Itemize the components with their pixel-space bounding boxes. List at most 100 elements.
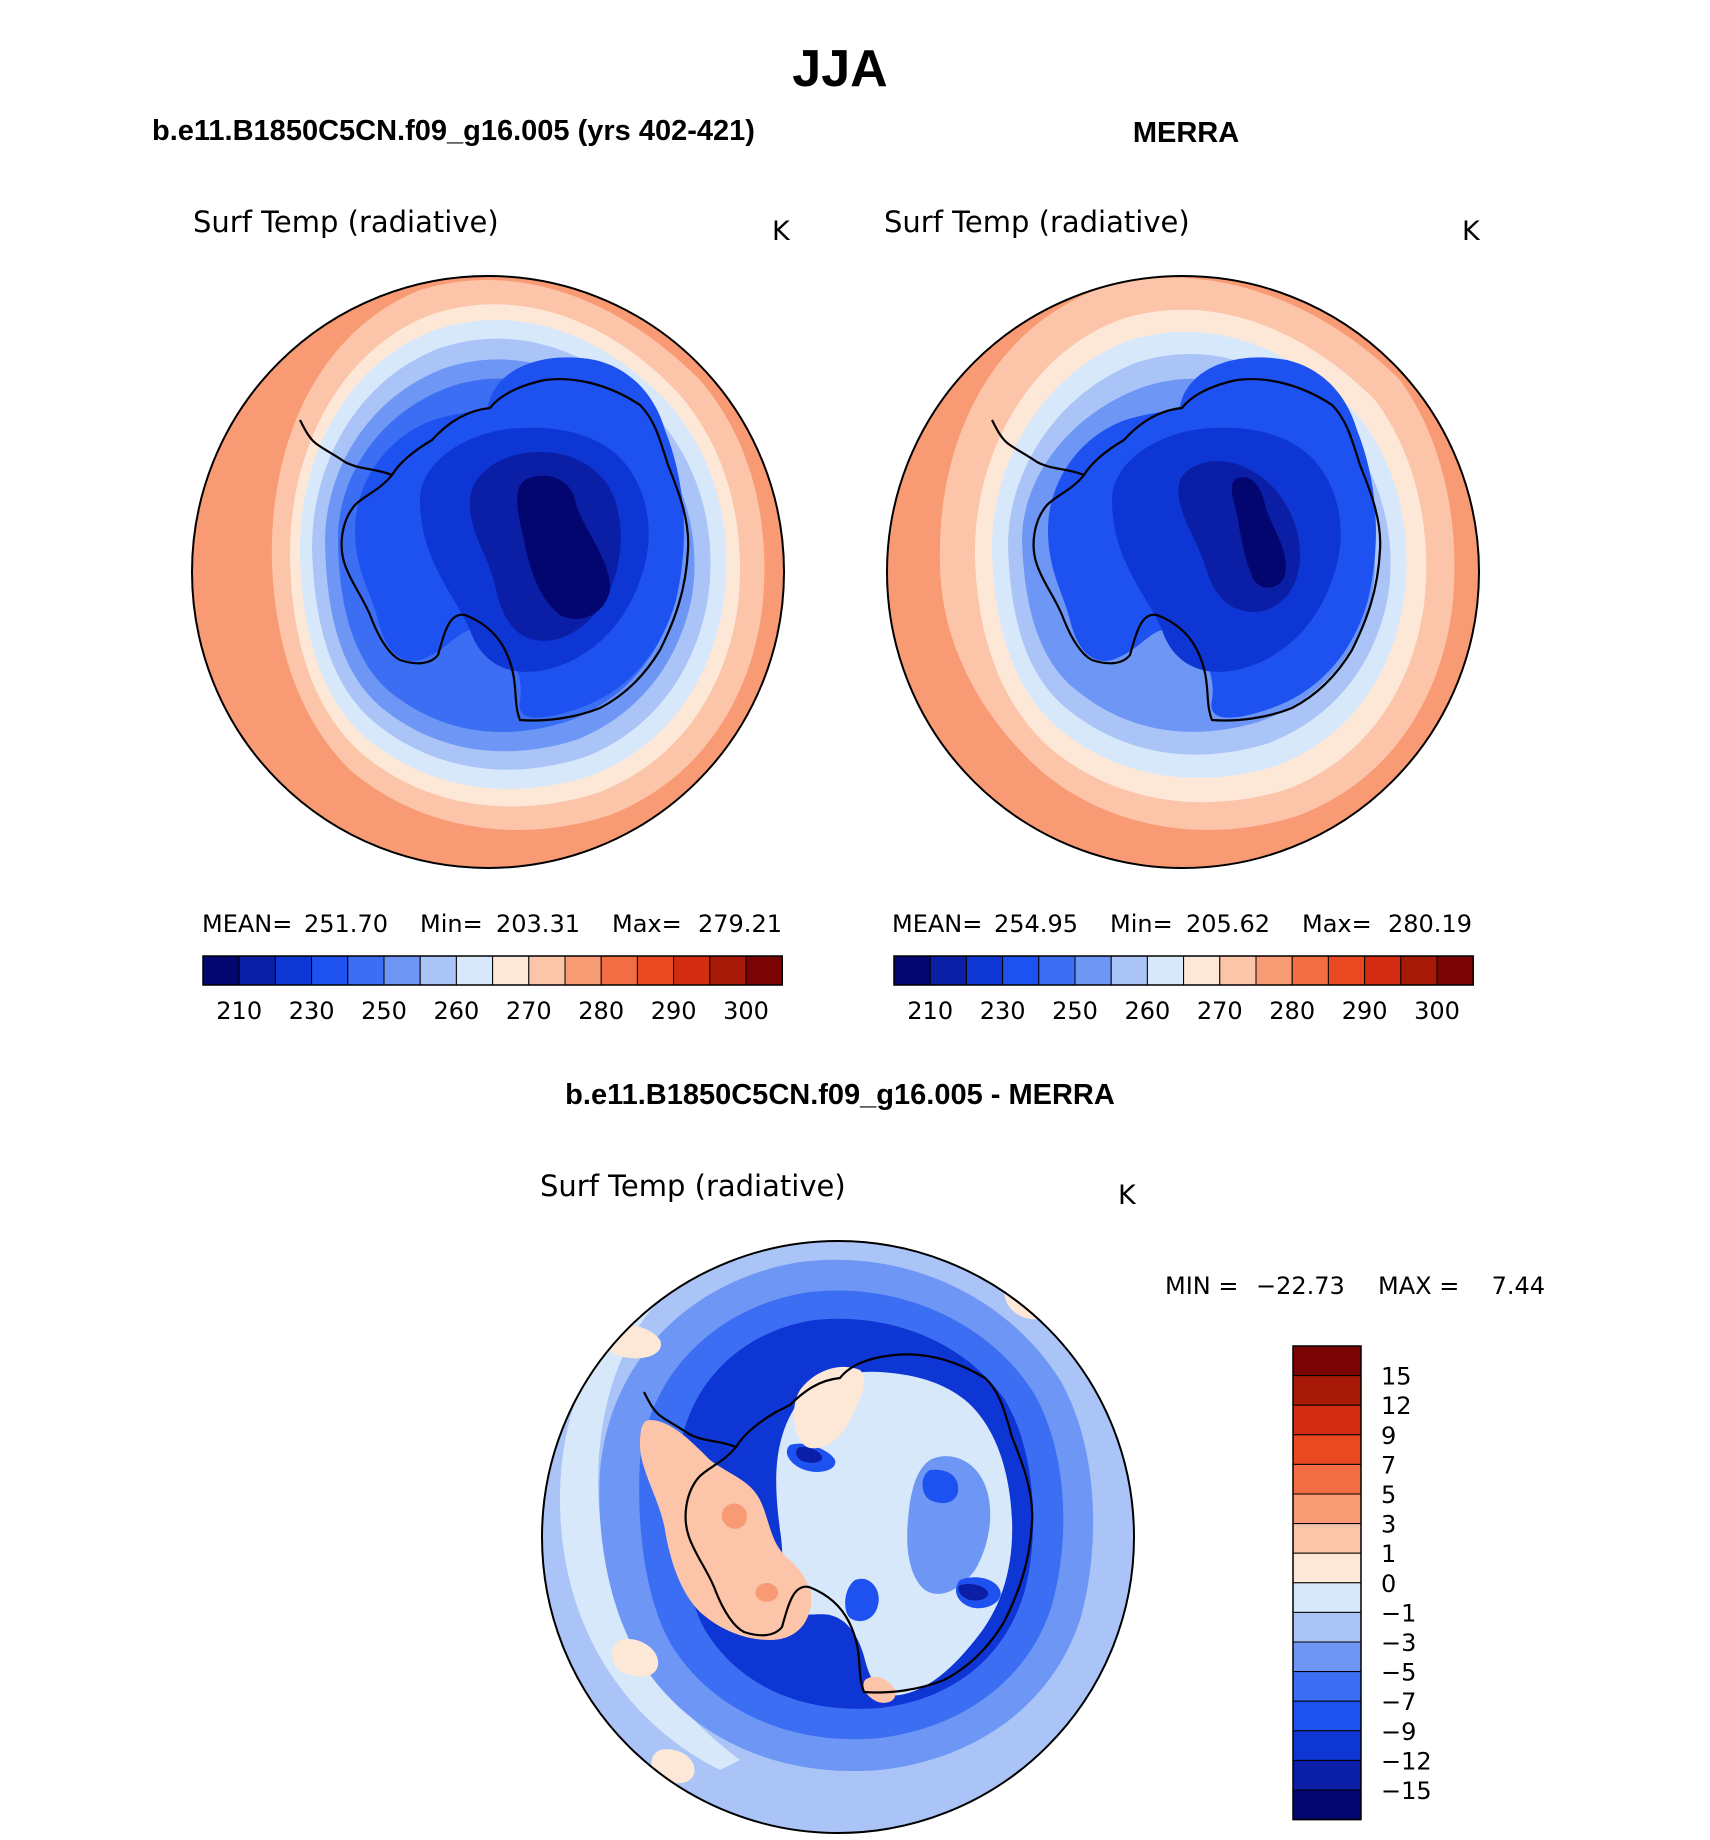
colorbar-swatch — [202, 955, 240, 986]
colorbar-tick-label: 12 — [1381, 1392, 1412, 1420]
colorbar-frame — [202, 955, 783, 986]
colorbar-tick-label: 290 — [1342, 997, 1388, 1025]
obs-mean-label: MEAN= — [892, 910, 982, 938]
colorbar-swatch — [636, 955, 675, 986]
colorbar-tick-label: −15 — [1381, 1777, 1432, 1805]
map-zone — [888, 370, 1004, 770]
colorbar-tick-label: 280 — [1269, 997, 1315, 1025]
model-colorbar: 210 230 250 260 270 280 290 300 — [202, 955, 783, 1025]
diff-min-value: −22.73 — [1256, 1272, 1345, 1300]
colorbar-swatch — [1183, 955, 1221, 986]
map-zone — [786, 1443, 1001, 1622]
colorbar-swatch — [1292, 1345, 1362, 1377]
obs-variable-label: Surf Temp (radiative) — [884, 205, 1190, 239]
diff-max-value: 7.44 — [1492, 1272, 1545, 1300]
antarctica-coastline — [299, 377, 690, 722]
colorbar-swatch — [600, 955, 638, 986]
model-mean-value: 251.70 — [304, 910, 388, 938]
colorbar-tick-label: 5 — [1381, 1481, 1396, 1509]
obs-map-panel: Surf Temp (radiative) K MEAN= 254.95 Min… — [884, 205, 1481, 1025]
map-zone — [517, 475, 611, 619]
colorbar-frame — [1292, 1345, 1362, 1821]
map-zone — [796, 1446, 989, 1601]
map-zone — [776, 1371, 1013, 1696]
colorbar-swatch — [1074, 955, 1112, 986]
model-map-panel: Surf Temp (radiative) K MEAN= 251.70 Min… — [191, 205, 791, 1025]
colorbar-swatch — [1292, 1493, 1362, 1525]
obs-colorbar: 210 230 250 260 270 280 290 300 — [893, 955, 1474, 1025]
colorbar-tick-label: −5 — [1381, 1659, 1416, 1687]
obs-max-value: 280.19 — [1388, 910, 1472, 938]
colorbar-swatch — [347, 955, 385, 986]
colorbar-tick-label: 270 — [506, 997, 552, 1025]
map-zone — [598, 1282, 1063, 1784]
map-zone — [560, 1280, 740, 1770]
colorbar-tick-label: 3 — [1381, 1511, 1396, 1539]
colorbar-swatch — [1219, 955, 1257, 986]
diff-map — [542, 1241, 1134, 1833]
colorbar-swatch — [1292, 1759, 1362, 1791]
colorbar-swatch — [1400, 955, 1438, 986]
diff-max-label: MAX = — [1378, 1272, 1459, 1300]
colorbar-swatch — [1146, 955, 1185, 986]
colorbar-tick-label: 270 — [1197, 997, 1243, 1025]
colorbar-swatch — [1291, 955, 1329, 986]
colorbar-swatch — [1292, 1463, 1362, 1495]
diff-panel-title: b.e11.B1850C5CN.f09_g16.005 - MERRA — [565, 1079, 1115, 1111]
colorbar-tick-label: 290 — [651, 997, 697, 1025]
obs-map — [887, 276, 1479, 868]
colorbar-tick-label: 300 — [723, 997, 769, 1025]
colorbar-swatch — [419, 955, 457, 986]
map-zone — [863, 1676, 896, 1703]
map-zone — [721, 1503, 778, 1602]
colorbar-swatch — [1292, 1789, 1362, 1821]
colorbar-swatch — [1292, 1700, 1362, 1732]
obs-min-value: 205.62 — [1186, 910, 1270, 938]
antarctica-coastline — [991, 377, 1382, 722]
colorbar-swatch — [1292, 1641, 1362, 1673]
colorbar-frame — [893, 955, 1474, 986]
colorbar-tick-label: 280 — [578, 997, 624, 1025]
colorbar-tick-label: 15 — [1381, 1363, 1412, 1391]
colorbar-tick-label: −12 — [1381, 1747, 1432, 1775]
map-boundary — [886, 275, 1480, 869]
model-map — [192, 276, 784, 868]
model-max-label: Max= — [612, 910, 682, 938]
colorbar-swatch — [1292, 1404, 1362, 1436]
model-panel-title: b.e11.B1850C5CN.f09_g16.005 (yrs 402-421… — [152, 115, 755, 147]
colorbar-tick-label: −9 — [1381, 1718, 1416, 1746]
model-units-label: K — [772, 216, 791, 247]
obs-mean-value: 254.95 — [994, 910, 1078, 938]
colorbar-tick-label: 260 — [433, 997, 479, 1025]
colorbar-swatch — [1436, 955, 1474, 986]
colorbar-swatch — [745, 955, 783, 986]
model-max-value: 279.21 — [698, 910, 782, 938]
colorbar-tick-label: 250 — [361, 997, 407, 1025]
colorbar-tick-label: 300 — [1414, 997, 1460, 1025]
colorbar-swatch — [1110, 955, 1148, 986]
colorbar-swatch — [1038, 955, 1076, 986]
colorbar-swatch — [1292, 1611, 1362, 1643]
colorbar-swatch — [564, 955, 602, 986]
colorbar-tick-label: 260 — [1124, 997, 1170, 1025]
colorbar-tick-label: 0 — [1381, 1570, 1396, 1598]
colorbar-swatch — [528, 955, 566, 986]
colorbar-swatch — [1327, 955, 1366, 986]
model-variable-label: Surf Temp (radiative) — [193, 205, 499, 239]
colorbar-tick-label: 230 — [980, 997, 1026, 1025]
colorbar-tick-label: −1 — [1381, 1599, 1416, 1627]
model-min-value: 203.31 — [496, 910, 580, 938]
colorbar-swatch — [311, 955, 349, 986]
colorbar-swatch — [238, 955, 276, 986]
colorbar-swatch — [1292, 1434, 1362, 1465]
model-min-label: Min= — [420, 910, 483, 938]
map-zone — [192, 370, 310, 770]
colorbar-swatch — [965, 955, 1004, 986]
obs-panel-title: MERRA — [1133, 117, 1239, 149]
colorbar-swatch — [929, 955, 967, 986]
colorbar-tick-label: 1 — [1381, 1540, 1396, 1568]
colorbar-swatch — [1292, 1552, 1362, 1584]
colorbar-swatch — [492, 955, 530, 986]
